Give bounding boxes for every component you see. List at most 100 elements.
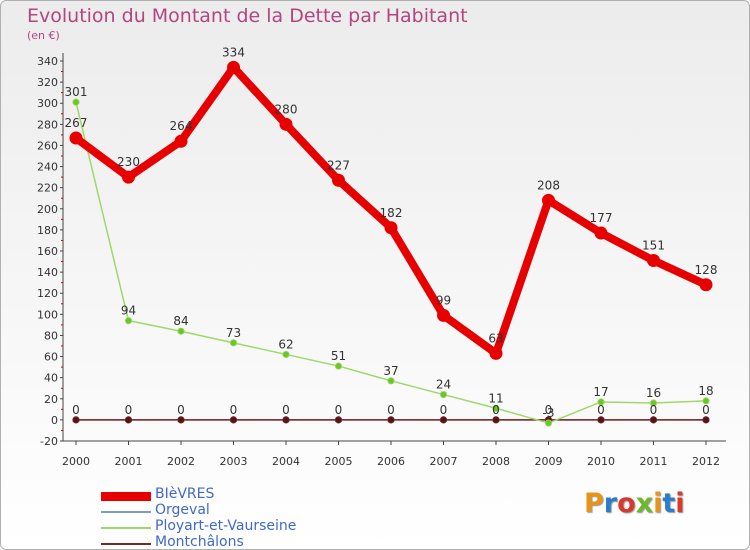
data-label: 11 bbox=[488, 391, 503, 405]
data-point bbox=[177, 416, 185, 424]
data-point bbox=[489, 346, 503, 360]
brand-logo: Proxiti bbox=[584, 488, 685, 519]
data-label: 208 bbox=[537, 178, 560, 192]
y-tick-label: 60 bbox=[44, 351, 58, 364]
data-point bbox=[279, 117, 293, 131]
data-labels: 267 230 264 334 280 227 182 99 63 208 177 151 128 301… bbox=[65, 45, 718, 420]
y-tick-label: 160 bbox=[37, 245, 58, 258]
data-point bbox=[702, 397, 710, 405]
data-point bbox=[702, 416, 710, 424]
data-point bbox=[647, 254, 660, 267]
data-label: 63 bbox=[488, 331, 503, 345]
data-point bbox=[72, 416, 80, 424]
x-tick-label: 2007 bbox=[430, 455, 458, 468]
data-label: 17 bbox=[593, 385, 608, 399]
data-label: 0 bbox=[545, 403, 553, 417]
data-point bbox=[492, 404, 500, 412]
data-label: 94 bbox=[121, 304, 136, 318]
y-tick-label: 300 bbox=[37, 97, 58, 110]
legend-swatch bbox=[101, 543, 151, 545]
data-point bbox=[384, 221, 398, 235]
data-label: 16 bbox=[646, 386, 661, 400]
y-tick-label: 0 bbox=[51, 414, 58, 427]
x-tick-label: 2003 bbox=[220, 455, 248, 468]
x-tick-label: 2011 bbox=[640, 455, 668, 468]
legend-swatch bbox=[101, 527, 151, 529]
data-label: 177 bbox=[590, 211, 613, 225]
x-tick-label: 2005 bbox=[325, 455, 353, 468]
data-point bbox=[544, 419, 553, 427]
y-tick-label: -20 bbox=[40, 435, 58, 448]
y-tick-label: 280 bbox=[37, 118, 58, 131]
y-tick-label: 80 bbox=[44, 329, 58, 342]
chart-axes: -200204060801001201401601802002202402602… bbox=[37, 53, 726, 468]
x-tick-label: 2012 bbox=[692, 455, 720, 468]
y-tick-label: 20 bbox=[44, 393, 58, 406]
data-label: 18 bbox=[698, 384, 713, 398]
data-point bbox=[594, 226, 608, 240]
data-point bbox=[69, 131, 83, 145]
y-tick-label: 100 bbox=[37, 308, 58, 321]
data-label: 84 bbox=[173, 314, 188, 328]
data-point bbox=[649, 416, 658, 424]
brand-logo-letter: i bbox=[653, 488, 663, 519]
data-point bbox=[597, 416, 605, 424]
x-tick-label: 2002 bbox=[167, 455, 195, 468]
data-point bbox=[439, 390, 448, 399]
data-label: 51 bbox=[331, 349, 346, 363]
y-tick-label: 120 bbox=[37, 287, 58, 300]
data-point bbox=[334, 362, 343, 370]
y-tick-label: 140 bbox=[37, 266, 58, 279]
data-label: 128 bbox=[695, 263, 718, 277]
brand-logo-letter: i bbox=[675, 488, 685, 519]
data-point bbox=[229, 339, 238, 347]
x-tick-label: 2008 bbox=[482, 455, 510, 468]
y-tick-label: 200 bbox=[37, 203, 58, 216]
y-tick-label: 320 bbox=[37, 76, 58, 89]
data-point bbox=[699, 278, 713, 292]
data-label: 301 bbox=[65, 85, 88, 99]
data-label: 37 bbox=[383, 364, 398, 378]
data-label: 230 bbox=[117, 155, 140, 169]
x-tick-label: 2000 bbox=[62, 455, 90, 468]
data-label: 0 bbox=[387, 403, 395, 417]
data-label: -3 bbox=[543, 406, 555, 420]
data-point bbox=[282, 416, 290, 424]
data-label: 0 bbox=[440, 403, 448, 417]
data-label: 0 bbox=[702, 403, 710, 417]
y-tick-label: 240 bbox=[37, 161, 58, 174]
data-point bbox=[387, 416, 395, 424]
data-label: 151 bbox=[642, 239, 665, 253]
brand-logo-letter: r bbox=[603, 488, 618, 519]
legend-label: Ployart-et-Vaurseine bbox=[155, 518, 297, 534]
data-point bbox=[334, 416, 343, 424]
data-label: 227 bbox=[327, 158, 350, 172]
legend-label: BIèVRES bbox=[155, 486, 215, 502]
data-label: 99 bbox=[436, 293, 451, 307]
data-label: 0 bbox=[282, 403, 290, 417]
y-tick-label: 260 bbox=[37, 139, 58, 152]
y-tick-label: 340 bbox=[37, 55, 58, 68]
data-point bbox=[229, 416, 238, 424]
legend-label: Montchâlons bbox=[155, 534, 244, 550]
data-label: 24 bbox=[436, 378, 451, 392]
data-label: 334 bbox=[222, 45, 245, 59]
data-label: 280 bbox=[275, 102, 298, 116]
legend-swatch bbox=[101, 511, 151, 513]
x-tick-label: 2009 bbox=[535, 455, 563, 468]
data-label: 182 bbox=[380, 206, 403, 220]
brand-logo-letter: t bbox=[662, 488, 676, 519]
data-point bbox=[649, 399, 658, 407]
data-label: 0 bbox=[177, 403, 185, 417]
data-label: 0 bbox=[230, 403, 238, 417]
data-point bbox=[542, 193, 555, 207]
brand-logo-letter: x bbox=[635, 488, 654, 519]
data-point bbox=[492, 416, 500, 424]
data-point bbox=[332, 173, 345, 187]
data-label: 0 bbox=[492, 403, 500, 417]
y-tick-label: 220 bbox=[37, 182, 58, 195]
data-point bbox=[122, 170, 135, 184]
data-label: 62 bbox=[278, 337, 293, 351]
